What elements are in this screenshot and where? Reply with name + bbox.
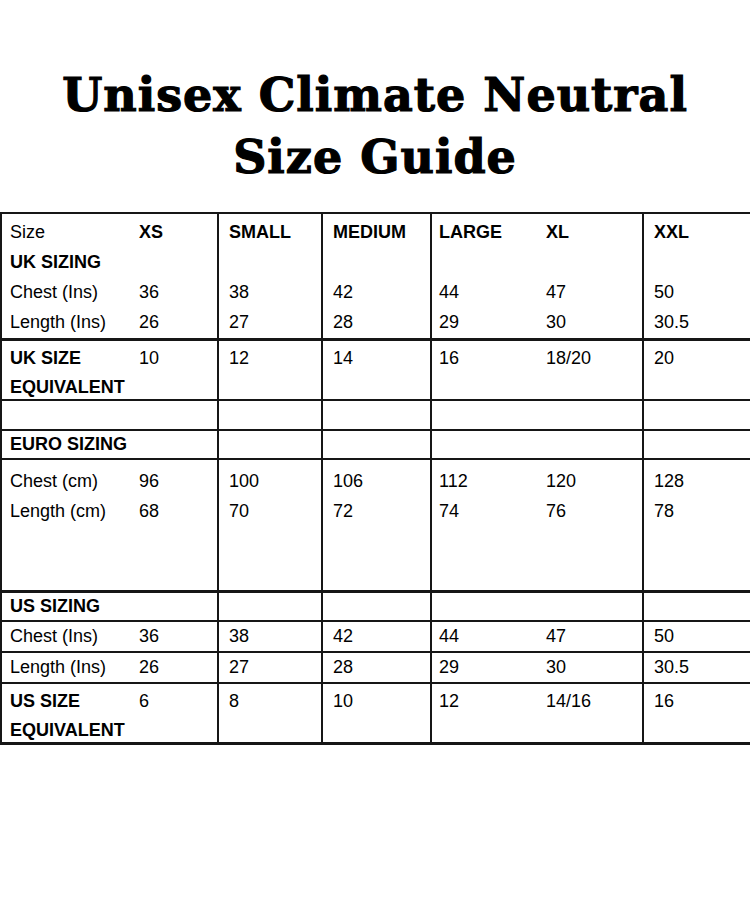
uk-equiv-xs: 10 [139, 344, 159, 373]
euro-length-small: 70 [229, 496, 249, 526]
column-header-medium: MEDIUM [333, 217, 406, 247]
euro-chest-xl: 120 [546, 466, 576, 496]
uk-chest-label: Chest (Ins) [10, 277, 139, 307]
uk-chest-xxl: 50 [654, 277, 674, 307]
us-length-medium: 28 [333, 653, 353, 682]
us-chest-label: Chest (Ins) [10, 622, 139, 651]
uk-chest-xs: 36 [139, 277, 159, 307]
column-header-xl: XL [546, 217, 569, 247]
us-equiv-large: 12 [439, 687, 546, 716]
uk-size-equivalent-row: UK SIZE 10 EQUIVALENT 12 14 16 18/20 20 [2, 341, 750, 401]
euro-length-label: Length (cm) [10, 496, 139, 526]
us-length-xxl: 30.5 [654, 653, 689, 682]
euro-sizing-heading: EURO SIZING [10, 431, 127, 458]
us-length-label: Length (Ins) [10, 653, 139, 682]
uk-block-label-column: Size XS UK SIZING Chest (Ins) 36 Length … [2, 214, 219, 338]
us-length-small: 27 [229, 653, 249, 682]
euro-chest-xs: 96 [139, 466, 159, 496]
uk-chest-large: 44 [439, 277, 546, 307]
us-chest-small: 38 [229, 622, 249, 651]
uk-equiv-label-line1: UK SIZE [10, 344, 139, 373]
us-chest-xxl: 50 [654, 622, 674, 651]
euro-chest-xxl: 128 [654, 466, 684, 496]
uk-equiv-label-line2: EQUIVALENT [10, 373, 125, 399]
uk-length-xxl: 30.5 [654, 307, 689, 337]
size-guide-table: Size XS UK SIZING Chest (Ins) 36 Length … [0, 212, 750, 745]
us-size-equivalent-row: US SIZE 6 EQUIVALENT 8 10 12 14/16 16 [2, 684, 750, 745]
size-guide-page: Unisex Climate Neutral Size Guide Size X… [0, 0, 750, 905]
page-title: Unisex Climate Neutral Size Guide [0, 64, 750, 188]
uk-equiv-xxl: 20 [654, 344, 674, 373]
uk-length-xl: 30 [546, 307, 566, 337]
uk-block-large-xl-column: LARGE XL 44 47 29 30 [432, 214, 644, 338]
uk-length-xs: 26 [139, 307, 159, 337]
euro-length-xl: 76 [546, 496, 566, 526]
uk-length-medium: 28 [333, 307, 353, 337]
us-chest-row: Chest (Ins) 36 38 42 44 47 50 [2, 622, 750, 653]
us-equiv-small: 8 [229, 687, 239, 716]
us-sizing-heading: US SIZING [10, 593, 100, 620]
uk-equiv-medium: 14 [333, 344, 353, 373]
uk-block-xxl-column: XXL 50 30.5 [644, 214, 750, 338]
uk-chest-medium: 42 [333, 277, 353, 307]
euro-chest-label: Chest (cm) [10, 466, 139, 496]
euro-length-xxl: 78 [654, 496, 674, 526]
euro-length-medium: 72 [333, 496, 353, 526]
size-column-header: Size [10, 217, 139, 247]
uk-equiv-xl: 18/20 [546, 344, 591, 373]
us-sizing-heading-row: US SIZING [2, 593, 750, 622]
euro-length-large: 74 [439, 496, 546, 526]
us-length-xs: 26 [139, 653, 159, 682]
uk-chest-xl: 47 [546, 277, 566, 307]
euro-chest-medium: 106 [333, 466, 363, 496]
us-equiv-label-cell: US SIZE 6 EQUIVALENT [2, 684, 219, 742]
us-chest-medium: 42 [333, 622, 353, 651]
header-row-left: Size XS [2, 217, 217, 247]
euro-label-column: Chest (cm) 96 Length (cm) 68 [2, 460, 219, 590]
spacer-row [2, 401, 750, 431]
euro-chest-large: 112 [439, 466, 546, 496]
us-equiv-xxl: 16 [654, 687, 674, 716]
column-header-large: LARGE [439, 217, 546, 247]
us-length-large: 29 [439, 653, 546, 682]
uk-block-small-column: SMALL 38 27 [219, 214, 323, 338]
us-chest-large: 44 [439, 622, 546, 651]
us-equiv-medium: 10 [333, 687, 353, 716]
euro-sizing-block: Chest (cm) 96 Length (cm) 68 100 70 106 … [2, 460, 750, 593]
uk-sizing-heading-row: UK SIZING [2, 247, 217, 277]
us-chest-xl: 47 [546, 622, 566, 651]
uk-length-row-left: Length (Ins) 26 [2, 307, 217, 337]
page-title-line1: Unisex Climate Neutral [0, 64, 750, 126]
page-title-line2: Size Guide [0, 126, 750, 188]
uk-chest-small: 38 [229, 277, 249, 307]
uk-equiv-small: 12 [229, 344, 249, 373]
column-header-xs: XS [139, 217, 163, 247]
us-length-xl: 30 [546, 653, 566, 682]
uk-block-medium-column: MEDIUM 42 28 [323, 214, 432, 338]
us-length-row: Length (Ins) 26 27 28 29 30 30.5 [2, 653, 750, 684]
uk-chest-row-left: Chest (Ins) 36 [2, 277, 217, 307]
us-equiv-xl: 14/16 [546, 687, 591, 716]
uk-length-label: Length (Ins) [10, 307, 139, 337]
uk-length-large: 29 [439, 307, 546, 337]
uk-sizing-heading: UK SIZING [10, 247, 101, 277]
us-equiv-label-line2: EQUIVALENT [10, 716, 125, 742]
us-equiv-xs: 6 [139, 687, 149, 716]
us-equiv-label-line1: US SIZE [10, 687, 139, 716]
uk-equiv-large: 16 [439, 344, 546, 373]
column-header-small: SMALL [229, 217, 291, 247]
uk-equiv-label-cell: UK SIZE 10 EQUIVALENT [2, 341, 219, 399]
uk-sizing-block: Size XS UK SIZING Chest (Ins) 36 Length … [2, 214, 750, 341]
euro-sizing-heading-row: EURO SIZING [2, 431, 750, 460]
uk-length-small: 27 [229, 307, 249, 337]
euro-length-xs: 68 [139, 496, 159, 526]
us-chest-xs: 36 [139, 622, 159, 651]
euro-chest-small: 100 [229, 466, 259, 496]
column-header-xxl: XXL [654, 217, 689, 247]
